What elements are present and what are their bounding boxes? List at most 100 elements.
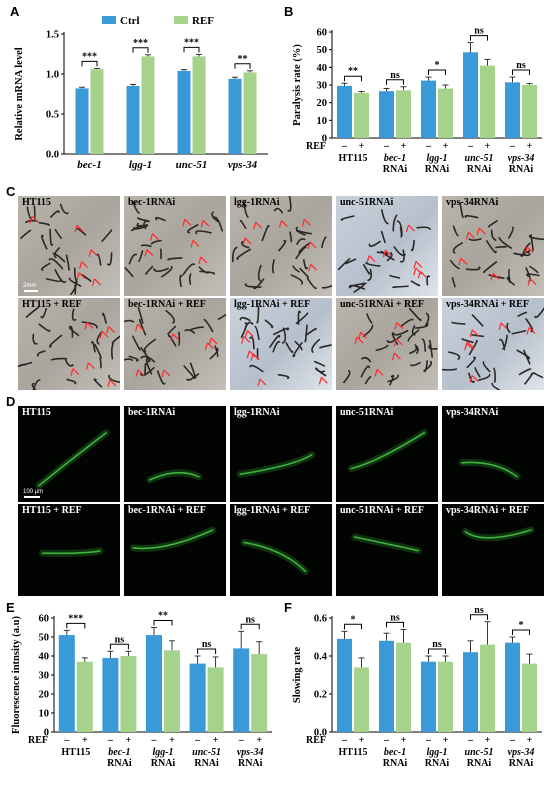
red-arrow-marker <box>242 237 252 246</box>
x-tick-label: vps-34 <box>508 747 535 758</box>
worm <box>167 325 177 335</box>
significance-label: ns <box>474 605 484 616</box>
red-arrow-marker <box>458 257 468 266</box>
worm <box>273 327 290 336</box>
red-arrow-marker <box>464 341 474 349</box>
legend-swatch-ref <box>174 16 188 24</box>
worm-gfp-signal <box>461 461 518 478</box>
red-arrow-marker <box>208 337 218 346</box>
worm <box>368 240 381 247</box>
bar-ctrl <box>177 70 191 154</box>
bar-ref <box>522 663 537 732</box>
worm <box>428 344 438 350</box>
significance-label: * <box>435 60 440 71</box>
worm <box>188 273 192 285</box>
worm <box>90 341 96 353</box>
x-tick-label-sub: RNAi <box>467 164 492 175</box>
worm <box>31 382 37 390</box>
worm <box>313 360 325 367</box>
worm <box>424 312 430 327</box>
worm <box>461 338 474 344</box>
y-axis-label: Paralysis rate (%) <box>292 44 303 126</box>
significance-bracket <box>512 629 530 635</box>
worm <box>518 368 532 376</box>
photo-label: unc-51RNAi <box>340 197 394 208</box>
worm <box>81 321 98 329</box>
worm <box>26 206 34 222</box>
ref-mark: – <box>194 735 201 746</box>
gfp-worm-drawing <box>35 429 110 490</box>
gfp-worm-drawing <box>129 526 217 552</box>
worm <box>304 324 308 343</box>
worm <box>285 342 294 353</box>
bar-ref <box>192 56 206 154</box>
ref-mark: + <box>82 735 88 746</box>
scale-bar <box>24 290 38 292</box>
worm-photo-drawing <box>449 202 544 288</box>
worm <box>101 229 113 243</box>
worm <box>131 335 141 351</box>
worm <box>529 265 539 274</box>
worm-gfp-signal <box>239 453 313 476</box>
ref-mark: + <box>443 141 449 152</box>
worm <box>133 225 148 230</box>
worm <box>528 234 544 241</box>
worm <box>362 263 371 275</box>
x-tick-label: unc-51 <box>176 159 208 171</box>
bar-ctrl <box>379 640 394 732</box>
worm <box>410 280 421 287</box>
significance-bracket <box>109 643 129 650</box>
worm <box>277 374 290 380</box>
worm <box>143 219 148 230</box>
red-arrow-marker <box>244 330 254 338</box>
worm <box>490 229 497 241</box>
worm <box>487 220 498 228</box>
red-arrow-marker <box>405 224 415 233</box>
red-arrow-marker <box>88 249 98 257</box>
red-arrow-marker <box>354 336 364 345</box>
significance-bracket <box>470 35 488 41</box>
worm <box>124 319 135 323</box>
worm <box>408 307 422 322</box>
significance-label: ** <box>158 611 168 622</box>
worm-photo-drawing <box>124 200 223 288</box>
bar-ref <box>354 667 369 732</box>
x-tick-label: lgg-1 <box>129 159 152 171</box>
y-tick-label: 50 <box>39 633 50 644</box>
ref-mark: – <box>341 141 348 152</box>
red-arrow-marker <box>74 225 84 233</box>
red-arrow-marker <box>29 215 39 224</box>
worm <box>189 362 197 379</box>
worm <box>523 349 531 365</box>
photo-label: HT115 + REF <box>22 299 82 310</box>
worm <box>40 234 48 250</box>
worm-photo-drawing <box>124 306 226 385</box>
worm-photo-drawing <box>337 209 432 293</box>
worm <box>64 358 74 367</box>
worm <box>526 273 540 277</box>
worm <box>272 340 281 353</box>
ref-mark: – <box>467 141 474 152</box>
worm <box>345 258 357 265</box>
significance-label: ns <box>432 639 442 650</box>
photo-label: lgg-1RNAi <box>234 197 280 208</box>
red-arrow-marker <box>182 218 192 227</box>
worm <box>311 338 321 353</box>
worm <box>271 259 275 274</box>
bar-ctrl <box>233 648 250 732</box>
photo-label: lgg-1RNAi + REF <box>234 505 311 516</box>
significance-bracket <box>512 69 530 76</box>
worm <box>380 230 386 244</box>
worm <box>292 265 300 273</box>
bar-ctrl <box>421 80 436 138</box>
x-tick-label: vps-34 <box>508 153 535 164</box>
red-arrow-marker <box>134 323 144 332</box>
worm <box>381 209 389 225</box>
x-tick-label: lgg-1 <box>426 747 447 758</box>
worm <box>199 270 216 275</box>
bar-ref <box>141 56 155 154</box>
worm <box>254 325 260 340</box>
red-arrow-marker <box>366 255 376 263</box>
